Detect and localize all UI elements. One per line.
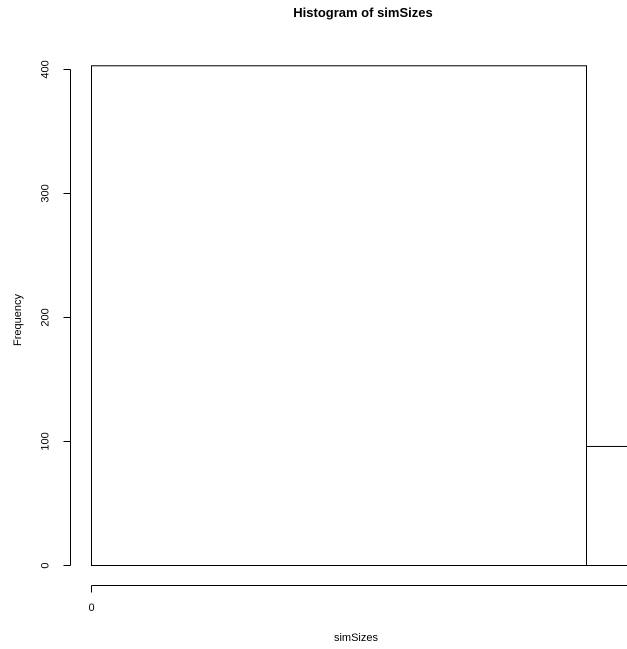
y-tick-label: 400 [40, 60, 52, 78]
x-axis: 02004006008001000 [88, 585, 627, 614]
chart-title: Histogram of simSizes [293, 5, 432, 20]
histogram-bar [586, 445, 627, 566]
histogram-bar [91, 65, 587, 566]
histogram-bars [91, 65, 627, 566]
y-axis: 0 100 200 300 400 [40, 60, 71, 569]
y-tick-label: 100 [40, 432, 52, 450]
x-axis-label: simSizes [334, 632, 379, 644]
y-axis-label: Frequency [12, 294, 24, 346]
y-tick-label: 200 [40, 308, 52, 326]
y-tick-label: 0 [40, 562, 52, 568]
y-tick-label: 300 [40, 184, 52, 202]
x-tick-label: 0 [88, 602, 94, 614]
